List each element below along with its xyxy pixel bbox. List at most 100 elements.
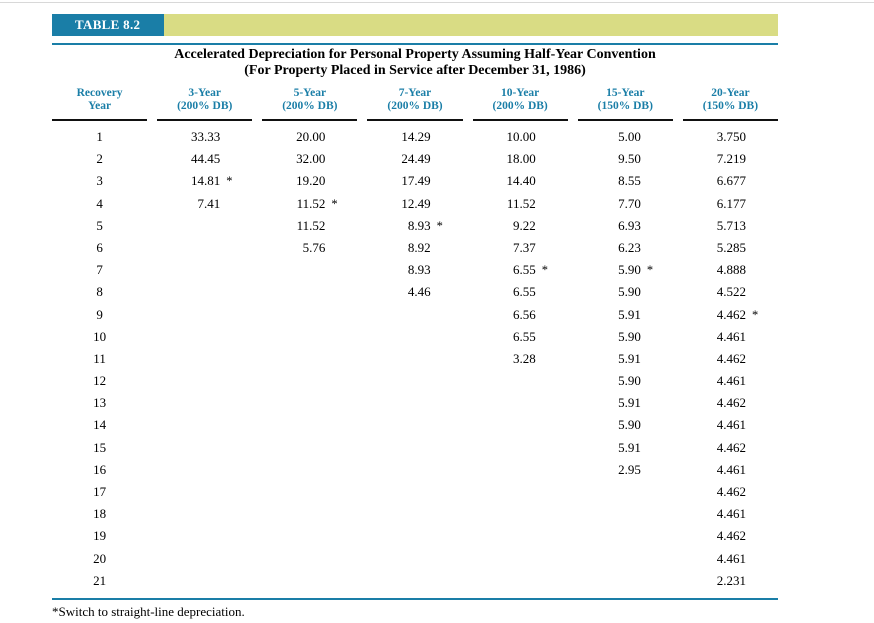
table-row: 20 4.461 xyxy=(52,548,778,570)
switch-asterisk xyxy=(536,437,568,459)
switch-asterisk xyxy=(746,193,778,215)
value-cell: 4.522 xyxy=(683,281,778,303)
switch-asterisk xyxy=(536,193,568,215)
value-cell xyxy=(367,548,462,570)
value-cell: 11.52 xyxy=(262,215,357,237)
value-number xyxy=(367,392,430,414)
switch-asterisk xyxy=(325,281,357,303)
value-cell: 5.90 xyxy=(578,326,673,348)
table-row: 17 4.462 xyxy=(52,481,778,503)
switch-asterisk xyxy=(431,170,463,192)
table-row: 21 2.231 xyxy=(52,570,778,592)
year-cell: 20 xyxy=(93,550,107,566)
value-number: 7.41 xyxy=(197,195,221,211)
value-number: 5.90 xyxy=(618,328,641,344)
value-cell xyxy=(473,414,568,436)
year-cell: 13 xyxy=(93,395,107,411)
switch-asterisk xyxy=(641,126,673,148)
value-cell xyxy=(157,414,252,436)
switch-asterisk xyxy=(536,348,568,370)
value-cell xyxy=(157,503,252,525)
year-cell: 21 xyxy=(93,572,107,588)
switch-asterisk xyxy=(325,126,357,148)
value-number: 4.462 xyxy=(716,395,746,411)
value-number: 8.93 xyxy=(407,217,431,233)
column-header: 7-Year (200% DB) xyxy=(367,87,463,121)
switch-asterisk xyxy=(325,170,357,192)
switch-asterisk xyxy=(325,259,357,281)
value-cell: 5.91 xyxy=(578,437,673,459)
switch-asterisk xyxy=(220,193,252,215)
switch-asterisk xyxy=(325,570,357,592)
value-number: 4.462 xyxy=(716,439,746,455)
value-number xyxy=(262,348,325,370)
value-cell: 6.55 xyxy=(473,326,568,348)
value-number xyxy=(367,570,430,592)
value-cell: 6.677 xyxy=(683,170,778,192)
switch-asterisk xyxy=(325,370,357,392)
value-number: 20.00 xyxy=(296,129,326,144)
value-cell xyxy=(473,370,568,392)
column-headers: Recovery Year 3-Year (200% DB) 5-Year (200% D… xyxy=(52,87,778,121)
switch-asterisk xyxy=(746,215,778,237)
value-number: 9.22 xyxy=(512,217,536,233)
table-row: 4 7.41 11.52 * 12.49 11.52 7.70 6.177 xyxy=(52,193,778,215)
value-cell: 7.219 xyxy=(683,148,778,170)
switch-asterisk xyxy=(220,215,252,237)
value-number: 32.00 xyxy=(296,151,326,167)
year-cell: 17 xyxy=(93,484,107,499)
value-cell xyxy=(367,304,462,326)
value-number xyxy=(578,525,641,547)
value-cell xyxy=(262,437,357,459)
switch-asterisk xyxy=(641,170,673,192)
value-cell: 5.90 xyxy=(578,370,673,392)
value-number: 4.462 xyxy=(716,350,746,366)
column-header: Recovery Year xyxy=(52,87,148,121)
value-number xyxy=(157,304,220,326)
value-number: 18.00 xyxy=(506,151,536,167)
year-cell: 16 xyxy=(93,461,107,477)
value-cell: 12.49 xyxy=(367,193,462,215)
value-cell: 7.37 xyxy=(473,237,568,259)
value-cell: 4.461 xyxy=(683,548,778,570)
value-number: 4.461 xyxy=(716,461,746,477)
top-rule xyxy=(52,43,778,45)
value-cell: 20.00 xyxy=(262,126,357,148)
value-number xyxy=(367,503,430,525)
value-cell xyxy=(262,548,357,570)
switch-asterisk xyxy=(746,370,778,392)
value-number xyxy=(367,304,430,326)
switch-asterisk xyxy=(641,193,673,215)
value-number xyxy=(262,414,325,436)
value-number xyxy=(157,548,220,570)
switch-asterisk xyxy=(220,503,252,525)
value-number xyxy=(473,481,536,503)
switch-asterisk xyxy=(431,437,463,459)
switch-asterisk xyxy=(431,503,463,525)
year-cell: 5 xyxy=(96,217,103,233)
value-cell xyxy=(157,348,252,370)
value-cell xyxy=(262,481,357,503)
switch-asterisk xyxy=(325,548,357,570)
switch-asterisk xyxy=(746,392,778,414)
value-cell: 2.231 xyxy=(683,570,778,592)
value-cell: 2.95 xyxy=(578,459,673,481)
value-cell xyxy=(157,548,252,570)
value-number: 6.23 xyxy=(618,239,641,255)
value-cell: 5.91 xyxy=(578,304,673,326)
switch-asterisk: * xyxy=(646,263,654,278)
value-number xyxy=(262,525,325,547)
value-number xyxy=(157,437,220,459)
switch-asterisk xyxy=(431,281,463,303)
value-number xyxy=(473,437,536,459)
value-cell: 11.52 * xyxy=(262,193,357,215)
value-cell xyxy=(578,503,673,525)
value-cell xyxy=(157,570,252,592)
switch-asterisk xyxy=(220,281,252,303)
value-number: 2.231 xyxy=(716,572,746,588)
switch-asterisk xyxy=(641,215,673,237)
switch-asterisk xyxy=(746,570,778,592)
value-cell xyxy=(157,459,252,481)
value-number: 6.177 xyxy=(716,195,746,211)
value-number: 5.76 xyxy=(302,239,326,255)
